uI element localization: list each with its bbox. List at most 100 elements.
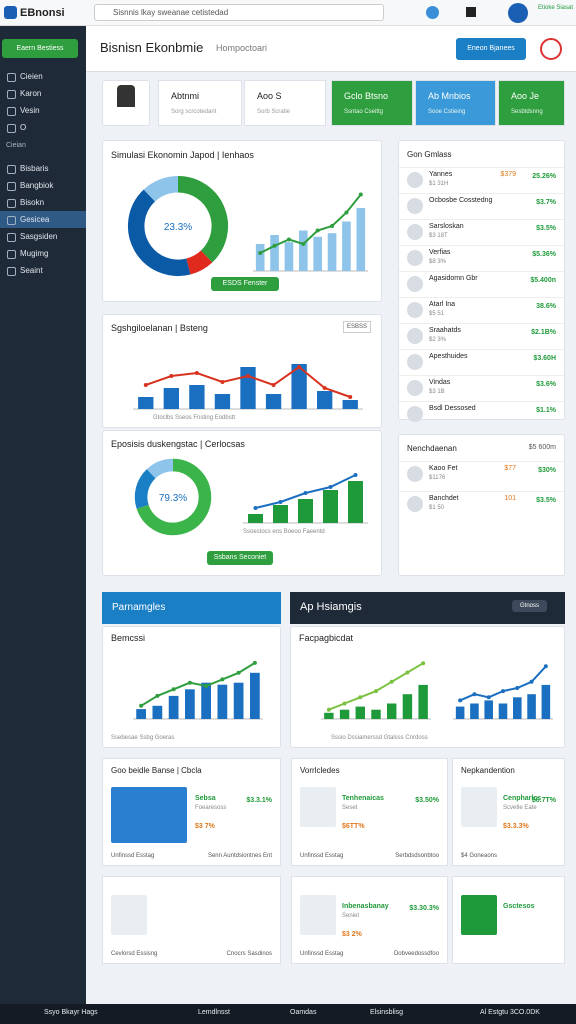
header: Bisnisn Ekonbmie Hompoctoari Eneon Bjane… [86, 26, 576, 72]
list-row[interactable]: Vindas $3 1B $3.6% [399, 375, 564, 401]
nav-item[interactable]: Bisbaris [0, 160, 86, 177]
card-title: Bemcssi [111, 633, 146, 643]
nav-item[interactable]: Bisokn [0, 194, 86, 211]
card-button[interactable]: ESDS Fenster [211, 277, 279, 291]
row-sub: $8 3% [429, 259, 447, 265]
stat-card: Ab Mnbios Sooe Cstieing [415, 80, 496, 126]
figure [117, 85, 135, 107]
stat-card: Gclo Btsno Ssntao Cseittg [331, 80, 413, 126]
tile-image [300, 895, 336, 935]
nav-item[interactable]: Mugimg [0, 245, 86, 262]
list-row[interactable]: Sarsloskan $3 18T $3.5% [399, 219, 564, 245]
alert-icon[interactable] [540, 38, 562, 60]
nav-item[interactable]: Gesicea [0, 211, 86, 228]
row-name: Sraahatds [429, 327, 461, 334]
tile-card: Goo beidle Banse | Cbcla Sebsa Foearesoss $… [102, 758, 281, 866]
trend-point [358, 695, 363, 700]
nav-item[interactable]: Bangbiok [0, 177, 86, 194]
trend-point [374, 689, 378, 694]
band-button[interactable]: Gtnoss [512, 600, 548, 612]
trend-point [389, 679, 394, 684]
trend-point [252, 660, 257, 665]
legend: Sssio Dssiamerssd Gtalsss Cnrdoss [331, 735, 428, 741]
donut-label: 79.3% [159, 493, 187, 504]
tile-sub: Foearesoss [195, 805, 227, 811]
taskbar-item[interactable]: Elsinsblisg [370, 1009, 404, 1016]
search-box[interactable]: Sisnnis lkay sweanae cetistedad [94, 4, 384, 21]
row-sub: $1 50 [429, 505, 445, 511]
donut-segment [136, 458, 212, 536]
list-row[interactable]: Ocbosbe Cosstedng $3.7% [399, 193, 564, 219]
donut-segment [185, 250, 213, 275]
section-band: Ap Hsiamgis Gtnoss [290, 592, 565, 624]
list-title: Nenchdaenan [407, 444, 457, 453]
trend-point [139, 703, 144, 708]
header-button[interactable]: Eneon Bjanees [456, 38, 526, 60]
row-icon [407, 250, 423, 266]
tile-value: $3.30.3% [409, 905, 439, 912]
list-row[interactable]: Kaoo Fet $1176 $77 $30% [399, 461, 564, 491]
row-v2: $5.400n [530, 277, 556, 284]
tile-image [300, 787, 336, 827]
row-sub: $3 1B [429, 389, 445, 395]
taskbar-item[interactable]: Al Estgtu 3CO.0DK [480, 1009, 540, 1016]
donut-segment [177, 175, 228, 263]
list-row[interactable]: Apesthuides $3.60H [399, 349, 564, 375]
stat-title: Ab Mnbios [428, 91, 471, 101]
band-title: Parnamgles [112, 602, 166, 613]
donut-segment [143, 175, 179, 202]
list-row[interactable]: Yannes $1 31H $379 25.26% [399, 167, 564, 193]
row-sub: $1 31H [429, 181, 449, 187]
icon[interactable] [426, 6, 439, 19]
list-row[interactable]: Verfias $8 3% $5.36% [399, 245, 564, 271]
tile-foot: Senn Auntdsiontnes Ent [207, 853, 272, 859]
nav-item[interactable]: Seaint [0, 262, 86, 279]
stat-title: Abtnmi [171, 91, 200, 101]
trend-point [342, 701, 347, 706]
bar [152, 705, 163, 719]
stat-card: Abtnmi Sorg scrcotedant [158, 80, 242, 126]
list-row[interactable]: Banchdet $1 50 101 $3.5% [399, 491, 564, 521]
bar [138, 397, 154, 409]
nav-item[interactable]: Vesin [0, 102, 86, 119]
row-icon [407, 354, 423, 370]
bar [185, 689, 195, 719]
nav-item[interactable]: Cieien [0, 68, 86, 85]
list-row[interactable]: Sraahatds $2 3% $2.1B% [399, 323, 564, 349]
trend-line [259, 193, 362, 254]
nav-item[interactable]: O [0, 119, 86, 136]
nav-item[interactable]: Sasgsiden [0, 228, 86, 245]
bar [248, 514, 263, 523]
card-tag[interactable]: ESBSS [343, 321, 372, 333]
bar [371, 709, 381, 719]
bar [324, 712, 334, 719]
row-icon [407, 496, 423, 512]
stat-sub: Sorg scrcotedant [171, 109, 217, 115]
trend-point [220, 380, 225, 384]
search-text: Sisnnis lkay sweanae cetistedad [113, 8, 229, 17]
sidebar-button[interactable]: Eaern Bestiess [2, 39, 78, 58]
icon[interactable] [466, 7, 476, 17]
bar [527, 694, 536, 719]
nav-list: Bisbaris Bangbiok Bisokn Gesicea Sasgsiden Mu… [0, 160, 86, 279]
bar [418, 684, 428, 719]
card-title: Facpagbicdat [299, 633, 354, 643]
card-button[interactable]: Ssbans Seconiet [207, 551, 273, 565]
list-row[interactable]: Agasidomn Gbr $5.400n [399, 271, 564, 297]
chart-card: Eposisis duskengstac | Cerlocsas 79.3% S… [102, 430, 382, 576]
avatar[interactable] [508, 3, 528, 23]
card-title: Simulasi Ekonomin Japod | Ienhaos [111, 150, 254, 160]
list-row[interactable]: Bsdl Dessosed $1.1% [399, 401, 564, 427]
stat-title: Gclo Btsno [344, 91, 389, 101]
nav-item[interactable]: Karon [0, 85, 86, 102]
taskbar-item[interactable]: Lemdlnsst [198, 1009, 230, 1016]
tile-title: Nepkandention [461, 766, 515, 775]
tile-card: Nepkandention Cenpharlcs Scvetle Eate $6.7T… [452, 758, 565, 866]
taskbar-item[interactable]: Ssyo Bkayr Hags [44, 1009, 98, 1016]
row-v2: 38.6% [536, 303, 556, 310]
bar [189, 385, 205, 409]
list-row[interactable]: Atarl Ina $5 51 38.6% [399, 297, 564, 323]
taskbar-item[interactable]: Oamdas [290, 1009, 317, 1016]
row-sub: $2 3% [429, 337, 447, 343]
trend-point [472, 692, 477, 697]
